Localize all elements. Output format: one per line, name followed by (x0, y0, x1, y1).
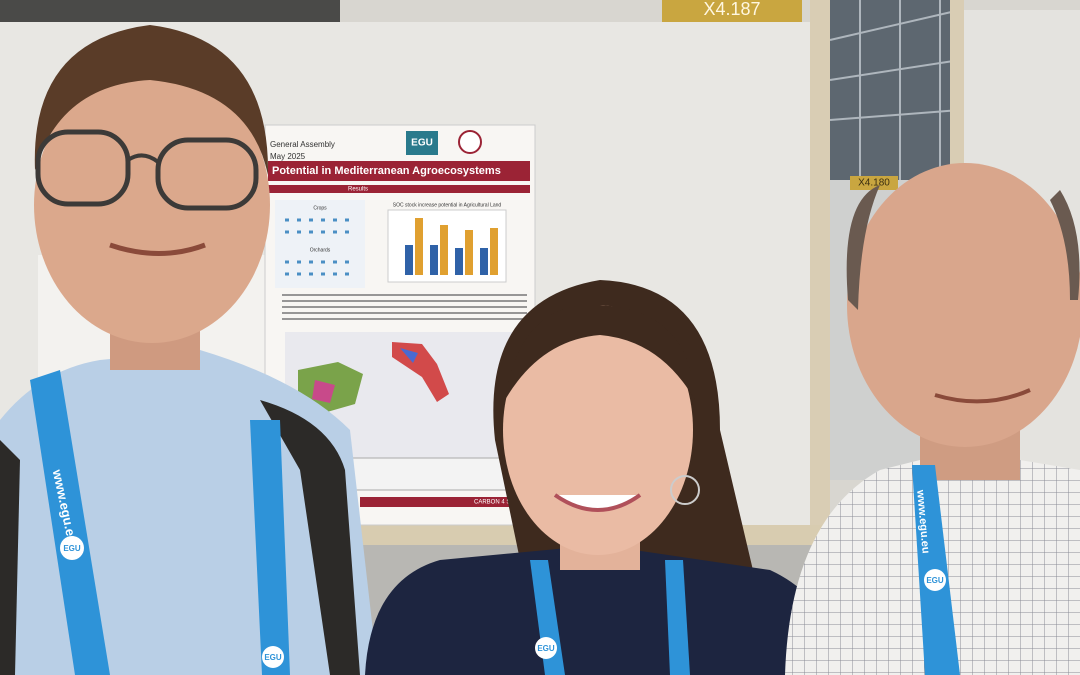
bar-chart-graphic (405, 218, 498, 275)
lanyard (30, 370, 110, 675)
map-region (312, 380, 335, 403)
panel-label: Orchards (310, 247, 331, 253)
smile (934, 388, 1031, 404)
backpack-strap (260, 400, 360, 675)
lanyard-logo-text: EGU (926, 576, 944, 585)
panel-label: Crops (313, 205, 327, 211)
poster-title: Potential in Mediterranean Agroecosystem… (272, 165, 501, 177)
panel (275, 200, 365, 288)
footer-text: CARBON 4 SOIL (474, 500, 521, 506)
face (503, 305, 693, 555)
booth-sign (850, 176, 898, 190)
hall-ceiling (830, 0, 960, 180)
chart-title: SOC stock increase potential in Agricult… (393, 202, 502, 208)
lanyard-logo-text: EGU (63, 544, 81, 553)
glasses-lens (35, 129, 131, 207)
booth-post (810, 0, 830, 600)
lanyard-logo-text: EGU (537, 644, 555, 653)
map-region (400, 348, 418, 363)
map-italy (392, 342, 449, 402)
glasses-lens (155, 137, 259, 211)
poster-header: May 2025 (270, 152, 306, 161)
text-lines (282, 294, 527, 320)
egu-logo (406, 131, 438, 155)
lanyard-text: www.egu.eu (914, 488, 932, 554)
title-band (268, 161, 530, 181)
glasses-bridge (126, 153, 160, 164)
lanyard-logo (262, 646, 284, 668)
hair-fringe (505, 304, 695, 400)
footer-band (360, 497, 535, 507)
lanyard-logo (60, 536, 84, 560)
face (847, 163, 1080, 447)
smile (553, 493, 642, 512)
section-band (268, 185, 530, 193)
lanyard (250, 420, 290, 675)
backpack-strap (0, 440, 20, 675)
booth-number: X4.187 (703, 0, 760, 19)
hair-side (1050, 190, 1080, 300)
lanyard (665, 560, 690, 675)
booth-number: X4.180 (858, 178, 890, 189)
egu-logo-text: EGU (411, 138, 433, 149)
section-title: Results (348, 187, 368, 193)
face (34, 67, 270, 343)
truss (829, 0, 961, 180)
earring (670, 475, 700, 505)
poster-header: General Assembly (270, 140, 335, 149)
smile (109, 242, 206, 256)
hair-side (846, 185, 880, 310)
booth-sign (662, 0, 802, 22)
lanyard-logo (924, 569, 946, 591)
hair (34, 25, 269, 175)
blouse (365, 545, 842, 675)
lanyard-logo (535, 637, 557, 659)
university-seal (458, 130, 482, 154)
legend-table (344, 457, 521, 491)
lanyard-logo-text: EGU (264, 653, 282, 662)
